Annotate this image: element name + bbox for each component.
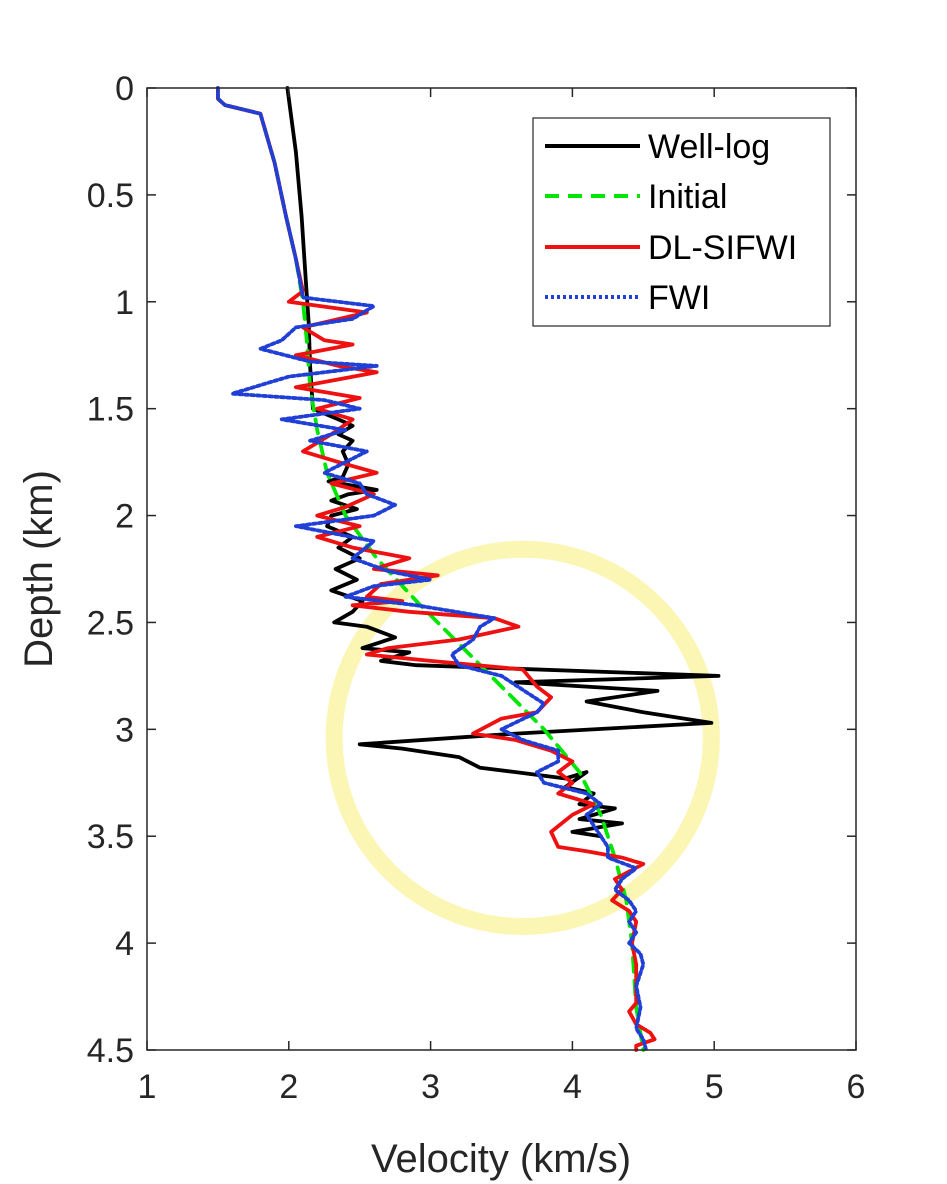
legend-label-fwi: FWI bbox=[648, 279, 710, 317]
x-tick-label: 2 bbox=[279, 1068, 298, 1106]
legend-box bbox=[532, 117, 831, 327]
x-tick-label: 3 bbox=[421, 1068, 440, 1106]
y-tick-label: 3 bbox=[115, 711, 134, 749]
x-tick-label: 5 bbox=[705, 1068, 724, 1106]
y-tick-label: 2 bbox=[115, 498, 134, 536]
y-tick-label: 0 bbox=[115, 70, 134, 108]
y-tick-label: 0.5 bbox=[87, 177, 134, 215]
x-tick-label: 1 bbox=[138, 1068, 157, 1106]
y-tick-label: 1.5 bbox=[87, 391, 134, 429]
x-tick-label: 4 bbox=[563, 1068, 582, 1106]
highlight-circle-layer bbox=[325, 540, 720, 935]
series-line-fwi bbox=[216, 86, 648, 1052]
legend-label-dl-sifwi: DL-SIFWI bbox=[648, 229, 797, 267]
x-axis-label: Velocity (km/s) bbox=[371, 1137, 631, 1181]
y-tick-label: 4 bbox=[115, 925, 134, 963]
y-tick-label: 4.5 bbox=[87, 1032, 134, 1070]
y-tick-label: 3.5 bbox=[87, 818, 134, 856]
series-layer bbox=[216, 86, 721, 1052]
y-tick-label: 1 bbox=[115, 284, 134, 322]
x-tick-label: 6 bbox=[847, 1068, 866, 1106]
legend: Well-log Initial DL-SIFWI FWI bbox=[532, 117, 831, 327]
highlight-circle bbox=[325, 540, 720, 935]
tick-layer: 1 2 3 4 5 6 0 0.5 1 1.5 2 2.5 3 3.5 4 4.5 bbox=[87, 70, 866, 1106]
legend-label-initial: Initial bbox=[648, 178, 727, 216]
series-line-dl-sifwi bbox=[216, 86, 657, 1052]
y-axis-label: Depth (km) bbox=[17, 470, 61, 668]
y-tick-label: 2.5 bbox=[87, 604, 134, 642]
plot-frame bbox=[146, 87, 857, 1051]
legend-label-well-log: Well-log bbox=[648, 128, 770, 166]
